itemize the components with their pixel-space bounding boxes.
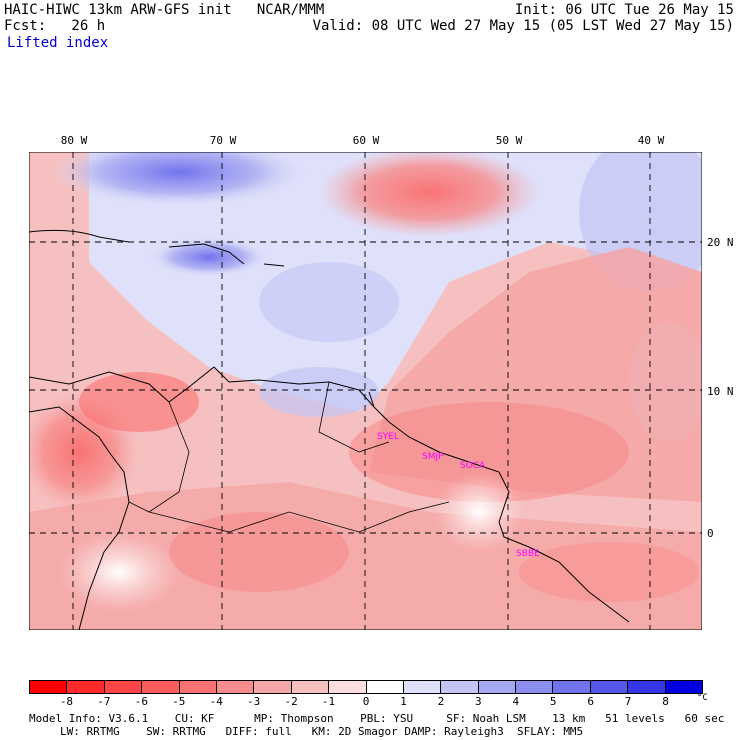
coast-puerto-rico xyxy=(263,263,285,267)
colorbar-cell xyxy=(478,681,517,693)
forecast-hour: Fcst: 26 h xyxy=(4,18,106,34)
city-label-smjp: SMJP xyxy=(422,452,444,462)
colorbar-cell xyxy=(441,681,479,693)
coast-hispaniola xyxy=(168,243,245,265)
colorbar-tick-label: -2 xyxy=(284,695,298,708)
field-blue-core-hispaniola xyxy=(149,237,269,277)
colorbar-tick-label: 6 xyxy=(587,695,594,708)
colorbar-cell xyxy=(665,681,703,693)
model-title: HAIC-HIWC 13km ARW-GFS init NCAR/MMM xyxy=(4,2,325,18)
lon-label-70w: 70 W xyxy=(209,134,237,147)
model-info-line1: Model Info: V3.6.1 CU: KF MP: Thompson P… xyxy=(29,712,725,725)
colorbar-tick-label: 4 xyxy=(512,695,520,708)
field-red-brazil xyxy=(519,542,699,602)
lon-label-50w: 50 W xyxy=(495,134,523,147)
field-blue-south-carib xyxy=(259,367,379,417)
border-brazil-north xyxy=(148,501,450,533)
colorbar-cell xyxy=(216,681,255,693)
colorbar-cell xyxy=(590,681,629,693)
city-label-syel: SYEL xyxy=(377,432,399,442)
lat-label-20n: 20 N xyxy=(707,236,734,249)
colorbar-cell xyxy=(254,681,292,693)
field-red-itcz xyxy=(349,402,629,502)
city-label-soca: SOCA xyxy=(460,461,486,471)
coast-trinidad xyxy=(368,391,375,408)
coast-central-america xyxy=(29,406,110,453)
colorbar-cell xyxy=(366,681,404,693)
colorbar-cell xyxy=(30,681,68,693)
lat-label-0: 0 xyxy=(707,527,714,540)
field-red-amazon-core xyxy=(169,512,349,592)
colorbar-tick-label: -8 xyxy=(59,695,74,708)
colorbar-cell xyxy=(142,681,180,693)
colorbar-cell xyxy=(291,681,330,693)
colorbar-tick-label: -1 xyxy=(321,695,336,708)
lon-label-40w: 40 W xyxy=(637,134,665,147)
field-blue-mid xyxy=(259,262,399,342)
colorbar-tick-label: -7 xyxy=(97,695,111,708)
colorbar-tick-label: 0 xyxy=(362,695,370,708)
init-time: Init: 06 UTC Tue 26 May 15 xyxy=(514,2,734,18)
border-colombia-venezuela xyxy=(128,401,190,513)
colorbar-tick-label: 1 xyxy=(400,695,407,708)
lon-label-80w: 80 W xyxy=(60,134,88,147)
model-info-line2: LW: RRTMG SW: RRTMG DIFF: full KM: 2D Sm… xyxy=(60,725,584,738)
field-red-northeast xyxy=(319,152,539,237)
lifted-index-map: SYEL SMJP SOCA SBBE xyxy=(29,152,702,630)
colorbar-tick-label: -5 xyxy=(172,695,186,708)
colorbar-tick-label: 2 xyxy=(437,695,445,708)
colorbar xyxy=(29,680,703,694)
coastlines xyxy=(29,229,630,630)
graticule xyxy=(29,152,702,630)
coast-pacific-south-america xyxy=(78,451,130,630)
field-name: Lifted index xyxy=(7,35,109,51)
field-blue-core-north xyxy=(49,152,309,207)
colorbar-cell xyxy=(179,681,217,693)
colorbar-tick-label: -6 xyxy=(134,695,148,708)
colorbar-cell xyxy=(553,681,591,693)
colorbar-cell xyxy=(516,681,554,693)
lon-label-60w: 60 W xyxy=(352,134,380,147)
colorbar-tick-label: 8 xyxy=(662,695,669,708)
coast-cuba xyxy=(29,229,130,243)
field-stable-region xyxy=(89,152,702,412)
valid-time: Valid: 08 UTC Wed 27 May 15 (05 LST Wed … xyxy=(312,18,734,34)
colorbar-tick-label: -3 xyxy=(247,695,261,708)
colorbar-cell xyxy=(104,681,143,693)
colorbar-tick-label: 7 xyxy=(624,695,632,708)
coast-brazil xyxy=(528,546,630,623)
field-red-panama xyxy=(79,372,199,432)
colorbar-cell xyxy=(403,681,442,693)
colorbar-tick-label: 5 xyxy=(549,695,557,708)
colorbar-tick-label: 3 xyxy=(475,695,482,708)
city-label-sbbe: SBBE xyxy=(516,549,540,559)
colorbar-unit: °C xyxy=(697,693,708,703)
field-pale-guiana xyxy=(434,472,524,552)
colorbar-tick-label: -4 xyxy=(209,695,223,708)
colorbar-cell xyxy=(329,681,367,693)
field-pale-andes xyxy=(59,532,179,612)
coast-south-america-north xyxy=(29,366,530,548)
field-red-amazon xyxy=(29,482,702,630)
lat-label-10n: 10 N xyxy=(707,385,734,398)
border-venezuela-guyana xyxy=(318,381,390,453)
colorbar-cell xyxy=(67,681,105,693)
country-borders xyxy=(128,381,450,533)
colorbar-cell xyxy=(628,681,666,693)
